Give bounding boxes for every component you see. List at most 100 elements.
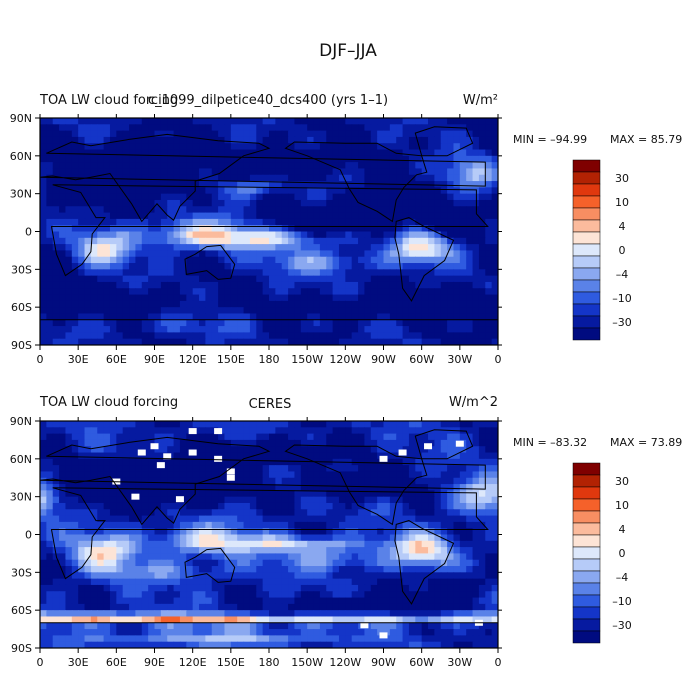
map-cell	[129, 187, 137, 195]
map-cell	[447, 509, 455, 517]
map-cell	[275, 275, 283, 283]
map-cell	[269, 559, 276, 567]
map-cell	[141, 477, 149, 485]
map-cell	[281, 490, 289, 498]
map-cell	[65, 136, 73, 144]
map-cell	[364, 307, 372, 315]
map-cell	[332, 616, 340, 624]
map-cell	[288, 521, 296, 529]
map-cell	[237, 433, 245, 441]
map-cell	[434, 578, 442, 586]
map-cell	[84, 559, 92, 567]
map-cell	[173, 181, 181, 188]
map-cell	[338, 130, 346, 138]
map-cell	[472, 168, 480, 176]
map-cell	[109, 465, 117, 473]
map-cell	[428, 584, 435, 592]
map-cell	[478, 578, 486, 586]
map-cell	[338, 572, 346, 580]
map-cell	[364, 338, 372, 345]
map-cell	[135, 143, 143, 151]
map-cell	[205, 199, 213, 207]
map-cell	[205, 610, 213, 618]
map-cell	[466, 136, 474, 144]
map-cell	[377, 427, 385, 435]
map-cell	[326, 250, 334, 258]
map-cell	[319, 218, 327, 226]
map-cell	[485, 218, 493, 226]
map-cell	[415, 225, 423, 233]
map-cell	[78, 578, 86, 586]
map-cell	[269, 294, 276, 302]
map-cell	[224, 118, 232, 125]
map-cell	[383, 591, 391, 599]
map-cell	[326, 534, 334, 542]
map-cell	[154, 181, 162, 188]
map-cell	[326, 319, 334, 327]
map-cell	[256, 218, 264, 226]
map-cell	[218, 237, 226, 245]
map-cell	[205, 174, 213, 182]
map-cell	[90, 521, 98, 529]
map-cell	[154, 559, 162, 567]
map-cell	[389, 187, 397, 195]
map-cell	[160, 326, 168, 333]
map-cell	[364, 300, 372, 308]
map-cell	[40, 256, 47, 264]
map-cell	[186, 206, 194, 214]
map-cell	[148, 225, 156, 233]
map-cell	[122, 509, 130, 517]
map-cell	[243, 193, 251, 201]
map-cell	[160, 465, 168, 473]
map-cell	[59, 313, 67, 321]
map-cell	[307, 553, 315, 561]
map-cell	[192, 187, 200, 195]
map-cell	[192, 225, 200, 233]
map-cell	[370, 515, 378, 523]
map-cell	[389, 597, 397, 605]
map-cell	[294, 616, 302, 624]
map-cell	[307, 484, 315, 491]
map-cell	[129, 597, 137, 605]
map-cell	[97, 338, 105, 345]
map-cell	[262, 477, 270, 485]
map-cell	[192, 338, 200, 345]
map-cell	[224, 288, 232, 296]
map-cell	[288, 294, 296, 302]
map-cell	[78, 319, 86, 327]
map-cell	[338, 237, 346, 245]
map-cell	[275, 439, 283, 447]
map-cell	[141, 521, 149, 529]
map-cell	[179, 244, 187, 252]
map-cell	[211, 206, 219, 214]
map-cell	[307, 118, 315, 125]
map-cell	[148, 143, 156, 151]
map-cell	[218, 193, 226, 201]
map-cell	[109, 338, 117, 345]
map-cell	[78, 616, 86, 624]
map-cell	[338, 281, 346, 289]
map-cell	[338, 174, 346, 182]
map-cell	[179, 490, 187, 498]
map-cell	[243, 616, 251, 624]
map-cell	[262, 547, 270, 555]
map-cell	[154, 326, 162, 333]
map-cell	[186, 566, 194, 573]
map-cell	[491, 332, 498, 340]
map-cell	[192, 547, 200, 555]
map-cell	[122, 591, 130, 599]
map-cell	[472, 439, 480, 447]
map-cell	[307, 427, 315, 435]
map-cell	[65, 521, 73, 529]
map-cell	[428, 155, 435, 163]
coastline	[40, 133, 486, 223]
map-cell	[52, 433, 60, 441]
map-cell	[59, 231, 67, 239]
map-cell	[97, 149, 105, 157]
map-cell	[358, 181, 366, 188]
map-cell	[332, 124, 340, 132]
map-cell	[358, 421, 366, 428]
map-cell	[199, 187, 206, 195]
map-cell	[71, 452, 79, 460]
map-cell	[440, 502, 448, 510]
